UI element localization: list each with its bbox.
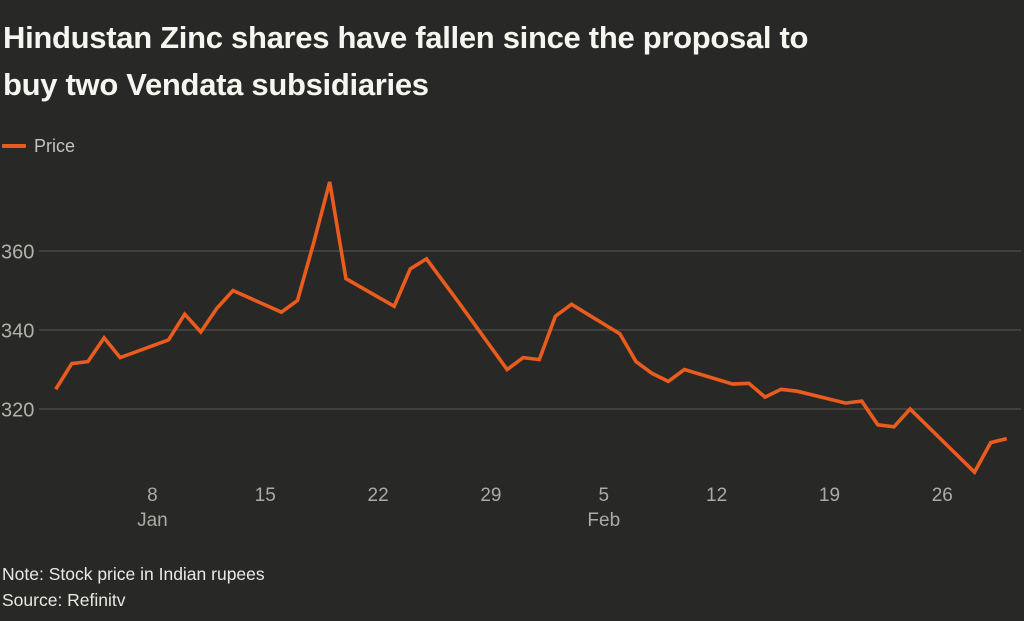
- y-tick-label-320: 320: [1, 399, 35, 421]
- legend-line-swatch: [2, 144, 26, 148]
- source-text: Source: Refinitv: [2, 590, 126, 610]
- chart-title: Hindustan Zinc shares have fallen since …: [3, 20, 809, 102]
- x-tick-label-8: 8: [147, 485, 158, 506]
- x-tick-label-5: 5: [598, 485, 610, 506]
- month-label-feb: Feb: [587, 510, 621, 531]
- x-tick-label-15: 15: [254, 485, 276, 506]
- x-tick-label-12: 12: [706, 485, 728, 506]
- y-tick-label-360: 360: [1, 241, 35, 263]
- month-label-jan: Jan: [137, 510, 168, 531]
- x-tick-label-22: 22: [367, 485, 389, 506]
- price-line: [54, 181, 1008, 476]
- note-text: Note: Stock price in Indian rupees: [2, 564, 265, 584]
- x-tick-label-26: 26: [931, 485, 953, 506]
- legend: Price: [2, 135, 75, 157]
- legend-label: Price: [34, 135, 76, 156]
- x-tick-label-29: 29: [480, 485, 502, 506]
- x-tick-label-19: 19: [818, 485, 841, 506]
- y-tick-label-340: 340: [1, 320, 35, 342]
